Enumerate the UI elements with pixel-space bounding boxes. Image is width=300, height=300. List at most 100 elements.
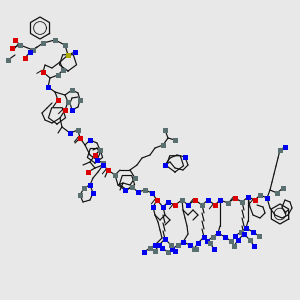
Bar [40,40,46,46]
Bar [160,245,164,250]
Bar [160,205,166,209]
Bar [94,158,100,163]
Bar [88,182,92,188]
Bar [182,154,188,160]
Bar [166,250,170,254]
Bar [56,98,61,103]
Bar [98,148,103,152]
Bar [188,242,193,247]
Bar [62,107,68,112]
Bar [133,176,137,181]
Bar [148,245,152,250]
Bar [211,235,215,239]
Bar [169,242,173,247]
Bar [200,202,205,208]
Bar [193,197,197,202]
Bar [70,107,74,112]
Bar [112,172,118,178]
Bar [88,137,92,142]
Bar [208,241,212,245]
Bar [149,190,154,196]
Bar [40,70,46,74]
Bar [283,145,287,149]
Bar [142,250,146,254]
Bar [73,50,77,55]
Bar [10,46,14,50]
Bar [212,202,217,208]
Bar [163,128,167,133]
Bar [163,236,167,242]
Bar [176,242,181,247]
Bar [232,196,238,200]
Bar [5,58,10,62]
Bar [77,136,83,140]
Bar [106,167,110,172]
Bar [229,238,233,244]
Bar [194,247,199,251]
Bar [206,197,211,202]
Bar [100,163,106,167]
Bar [68,130,73,136]
Bar [166,200,170,205]
Bar [130,184,134,190]
Bar [212,247,217,251]
Bar [172,248,178,253]
Bar [65,100,70,104]
Bar [160,142,166,148]
Bar [152,242,158,247]
Bar [257,193,262,197]
Bar [56,73,61,77]
Bar [239,200,244,205]
Bar [265,196,269,200]
Bar [242,232,247,236]
Bar [202,235,206,239]
Bar [91,190,95,196]
Bar [85,169,91,175]
Bar [250,230,256,235]
Bar [218,197,223,202]
Bar [152,248,158,253]
Bar [22,56,28,61]
Bar [256,233,262,238]
Bar [236,238,241,242]
Bar [179,197,184,202]
Bar [70,88,74,92]
Bar [13,38,17,43]
Bar [232,244,236,248]
Bar [136,190,140,194]
Bar [151,205,155,209]
Bar [154,197,160,202]
Bar [61,68,65,73]
Bar [77,193,83,197]
Bar [191,247,196,251]
Bar [28,50,32,55]
Bar [157,242,161,247]
Bar [196,241,200,245]
Bar [238,230,244,235]
Bar [122,188,128,193]
Bar [77,98,83,103]
Bar [215,230,220,236]
Bar [251,244,256,248]
Bar [232,233,238,238]
Bar [172,202,178,208]
Bar [172,137,178,142]
Bar [278,148,283,152]
Bar [46,85,50,89]
Bar [253,197,257,202]
Bar [181,239,185,244]
Bar [185,202,190,208]
Bar [160,205,166,209]
Bar [245,194,250,200]
Bar [65,52,70,58]
Bar [274,190,280,196]
Bar [244,226,248,230]
Bar [223,235,227,239]
Bar [205,238,209,244]
Bar [100,160,106,166]
Bar [31,47,35,52]
Bar [248,238,253,242]
Bar [76,128,80,133]
Bar [52,38,58,43]
Bar [163,163,167,167]
